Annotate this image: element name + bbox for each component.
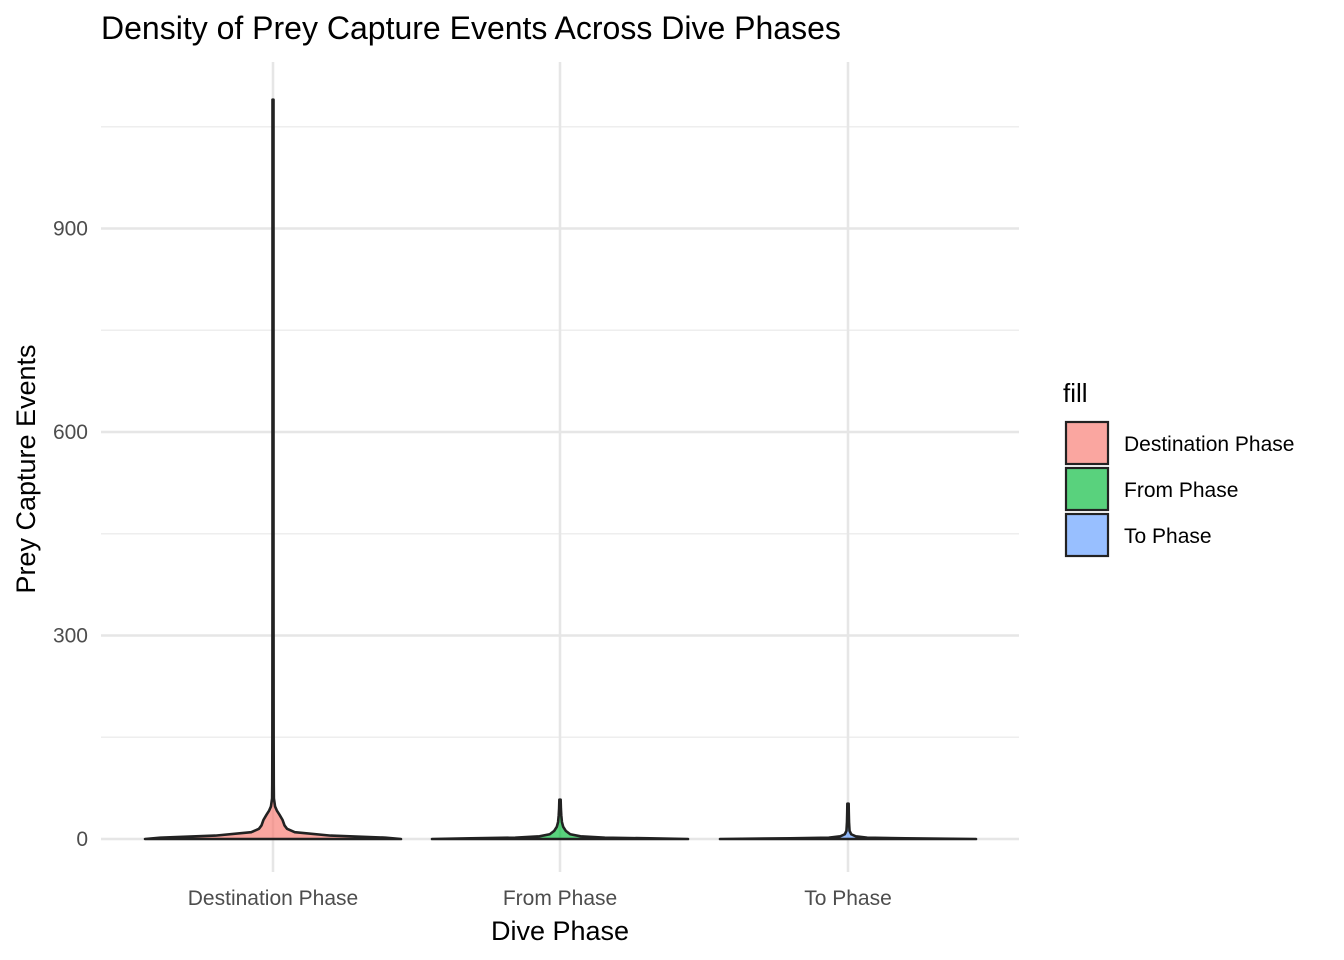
x-axis-title: Dive Phase <box>491 916 629 946</box>
x-tick-label: To Phase <box>804 887 892 910</box>
y-tick-labels: 0 300 600 900 <box>53 218 88 852</box>
y-tick-label: 300 <box>53 625 88 648</box>
chart-title: Density of Prey Capture Events Across Di… <box>101 10 841 46</box>
legend: fill Destination Phase From Phase To Phase <box>1063 378 1294 558</box>
x-tick-label: Destination Phase <box>188 887 358 910</box>
legend-key <box>1064 512 1110 558</box>
legend-label: From Phase <box>1124 479 1238 502</box>
y-axis-title: Prey Capture Events <box>11 344 41 593</box>
y-tick-label: 900 <box>53 218 88 241</box>
legend-items: Destination Phase From Phase To Phase <box>1064 420 1294 558</box>
legend-label: Destination Phase <box>1124 433 1294 456</box>
violin-destination-phase <box>143 98 403 841</box>
violins <box>143 98 978 841</box>
legend-key <box>1064 420 1110 466</box>
y-tick-label: 600 <box>53 421 88 444</box>
grid-lines <box>101 62 1019 872</box>
legend-label: To Phase <box>1124 525 1212 548</box>
x-tick-labels: Destination Phase From Phase To Phase <box>188 887 892 910</box>
violin-to-phase <box>718 802 978 841</box>
x-tick-label: From Phase <box>503 887 617 910</box>
legend-key <box>1064 466 1110 512</box>
legend-title: fill <box>1063 378 1088 408</box>
y-tick-label: 0 <box>76 828 88 851</box>
violin-from-phase <box>430 798 690 841</box>
